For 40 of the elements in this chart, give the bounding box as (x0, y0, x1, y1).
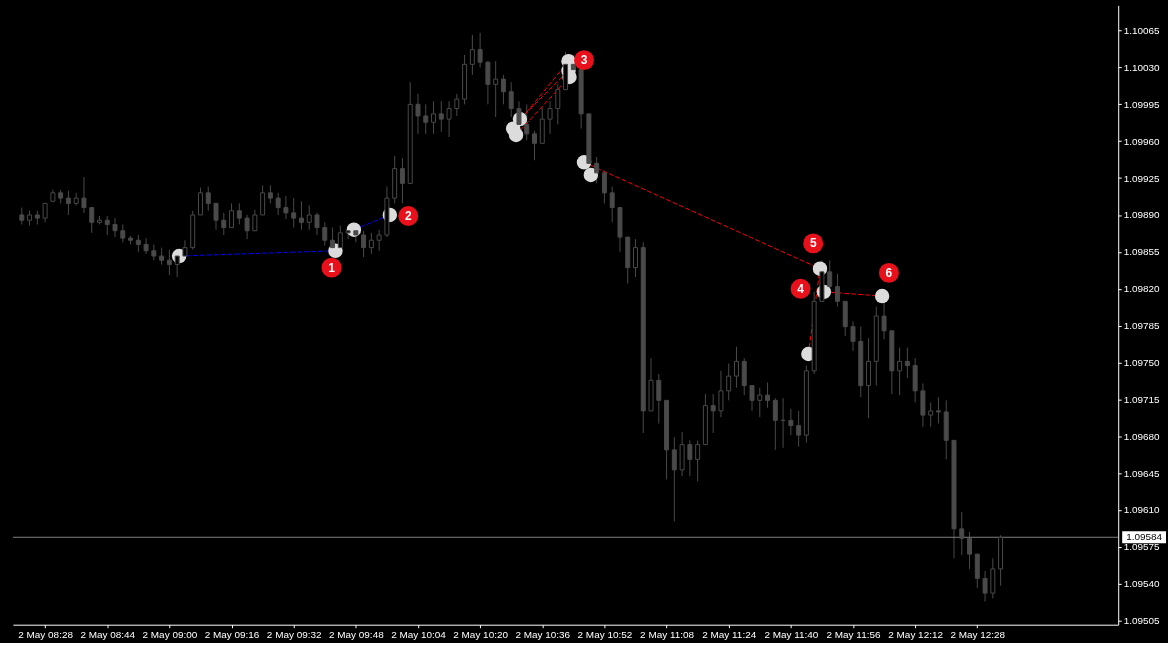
x-tick-label: 2 May 09:16 (204, 629, 260, 641)
y-tick-label: 1.09925 (1123, 172, 1161, 184)
y-tick-label: 1.09610 (1123, 504, 1161, 516)
y-tick-label: 1.09960 (1123, 135, 1161, 147)
y-tick-label: 1.10065 (1123, 25, 1161, 37)
y-tick-label: 1.09855 (1123, 246, 1161, 258)
y-tick-label: 1.09645 (1123, 467, 1161, 479)
x-tick-label: 2 May 09:00 (142, 629, 198, 641)
x-tick-label: 2 May 10:52 (577, 629, 633, 641)
y-tick-label: 1.10030 (1123, 61, 1161, 73)
annotation: 5 (809, 236, 817, 251)
x-tick-label: 2 May 12:12 (888, 629, 944, 641)
y-tick-label: 1.09680 (1123, 430, 1161, 442)
y-tick-label: 1.09820 (1123, 283, 1161, 295)
x-tick-label: 2 May 09:48 (328, 629, 385, 641)
y-tick-label: 1.09575 (1123, 541, 1161, 553)
annotation: 6 (885, 265, 893, 280)
y-tick-label: 1.09890 (1123, 209, 1161, 221)
x-tick-label: 2 May 12:28 (950, 629, 1006, 641)
y-tick-label: 1.09750 (1123, 356, 1161, 368)
x-tick-label: 2 May 11:24 (702, 629, 757, 641)
x-tick-label: 2 May 10:36 (515, 629, 571, 641)
y-tick-label: 1.09540 (1123, 578, 1161, 590)
annotation: 2 (404, 209, 412, 223)
x-tick-label: 2 May 11:08 (640, 629, 695, 641)
y-tick-label: 1.09505 (1123, 614, 1161, 626)
y-tick-label: 1.09785 (1123, 320, 1161, 332)
y-tick-label: 1.09995 (1123, 98, 1161, 110)
x-tick-label: 2 May 11:40 (764, 629, 819, 641)
annotation: 3 (580, 53, 588, 68)
y-tick-label: 1.09715 (1123, 393, 1161, 405)
annotation: 4 (797, 281, 805, 296)
x-tick-label: 2 May 09:32 (266, 629, 322, 641)
x-tick-label: 2 May 10:04 (391, 629, 447, 641)
x-tick-label: 2 May 08:44 (80, 629, 136, 641)
x-tick-label: 2 May 10:20 (453, 629, 509, 641)
x-tick-label: 2 May 11:56 (826, 629, 881, 641)
annotation: 1 (328, 260, 336, 275)
x-tick-label: 2 May 08:28 (18, 629, 74, 641)
ref-line-label: 1.09584 (1126, 531, 1163, 543)
